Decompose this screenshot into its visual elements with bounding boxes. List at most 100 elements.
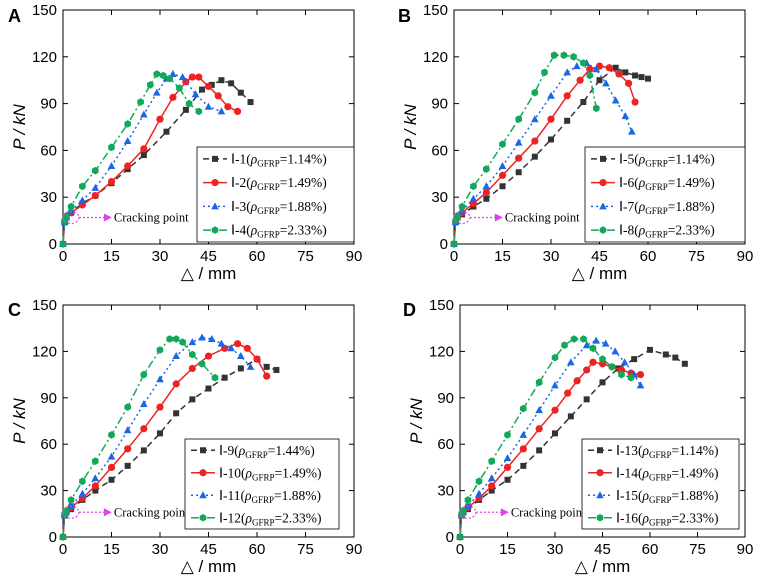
data-point [515, 115, 522, 123]
data-point [681, 360, 688, 367]
cracking-point-label: Cracking point [511, 505, 586, 519]
legend-entry: Ⅰ-5(ρGFRP=1.14%) [619, 151, 715, 168]
legend-entry: Ⅰ-16(ρGFRP=2.33%) [616, 510, 718, 527]
y-tick-label: 0 [49, 529, 57, 546]
data-point [140, 447, 147, 454]
data-point [59, 240, 67, 248]
data-point [531, 115, 539, 123]
data-point [621, 112, 630, 120]
data-point [91, 474, 100, 482]
data-point [645, 75, 651, 82]
chart-panel-c: C 0 15 30 45 60 75 90 0 30 60 90 120 150 △ / mm P / kN C… [8, 297, 362, 576]
y-axis-label: P / kN [10, 397, 29, 443]
data-point [91, 183, 100, 191]
legend-marker [212, 155, 218, 162]
data-point [108, 476, 115, 483]
data-point [551, 353, 559, 362]
data-point [567, 413, 574, 420]
legend-box [196, 146, 355, 243]
data-point [67, 502, 75, 510]
data-point [561, 341, 568, 349]
data-point [59, 533, 67, 541]
data-point [91, 482, 99, 490]
y-tick-label: 120 [32, 343, 57, 360]
legend-marker [199, 514, 207, 522]
data-point [576, 76, 584, 84]
data-point [583, 366, 591, 374]
data-point [123, 137, 132, 145]
data-point [156, 403, 164, 411]
data-point [173, 410, 180, 417]
legend-box [184, 438, 340, 530]
data-point [470, 182, 477, 191]
x-tick-label: 75 [689, 541, 706, 558]
legend-marker [596, 469, 604, 477]
data-point [611, 96, 620, 104]
legend-marker [600, 155, 606, 162]
data-point [108, 143, 115, 152]
legend-marker [599, 202, 607, 210]
data-point [531, 153, 538, 160]
data-point [273, 366, 280, 373]
data-point [520, 462, 527, 469]
legend-entry: Ⅰ-14(ρGFRP=1.49%) [616, 465, 718, 482]
data-point [520, 404, 527, 413]
y-tick-label: 0 [49, 236, 57, 253]
x-axis-label: △ / mm [181, 264, 237, 283]
x-tick-label: 45 [200, 541, 217, 558]
data-point [450, 240, 458, 248]
data-point [592, 65, 601, 73]
data-point [189, 350, 196, 359]
data-point [176, 84, 183, 92]
data-point [583, 396, 590, 403]
data-point [124, 445, 132, 453]
data-point [172, 352, 180, 360]
data-point [234, 340, 242, 348]
data-point [593, 104, 600, 113]
data-point [586, 71, 594, 80]
x-tick-label: 30 [152, 541, 169, 558]
data-point [108, 431, 115, 439]
data-point [636, 381, 645, 389]
data-point [464, 502, 472, 510]
data-point [67, 496, 75, 504]
x-tick-label: 30 [543, 248, 560, 265]
data-point [498, 162, 507, 169]
data-point [189, 396, 196, 403]
data-point [140, 399, 148, 407]
data-point [107, 162, 116, 169]
x-tick-label: 15 [499, 541, 516, 558]
legend-marker [199, 469, 207, 477]
panel-label: B [398, 6, 411, 26]
x-tick-label: 90 [737, 541, 754, 558]
data-point [185, 99, 193, 108]
x-tick-label: 90 [346, 248, 363, 265]
x-tick-label: 15 [103, 248, 120, 265]
y-tick-label: 30 [40, 189, 57, 206]
data-point [188, 338, 197, 346]
x-tick-label: 15 [494, 248, 511, 265]
data-point [152, 88, 161, 96]
data-point [475, 477, 483, 486]
x-tick-label: 75 [297, 541, 314, 558]
data-point [204, 352, 213, 360]
data-point [107, 452, 116, 460]
data-point [195, 73, 203, 81]
data-point [548, 136, 554, 143]
data-point [628, 127, 636, 135]
data-point [124, 120, 131, 128]
legend-box [581, 438, 740, 530]
series-4 [59, 70, 203, 248]
data-point [147, 81, 154, 89]
x-tick-label: 15 [103, 541, 120, 558]
data-point [469, 194, 478, 202]
y-tick-label: 60 [437, 436, 454, 453]
data-point [617, 366, 626, 374]
data-point [580, 59, 587, 67]
y-tick-label: 90 [431, 96, 448, 113]
data-point [456, 533, 464, 541]
legend-entry: Ⅰ-2(ρGFRP=1.49%) [231, 175, 327, 192]
data-point [592, 336, 600, 344]
data-point [217, 339, 226, 347]
